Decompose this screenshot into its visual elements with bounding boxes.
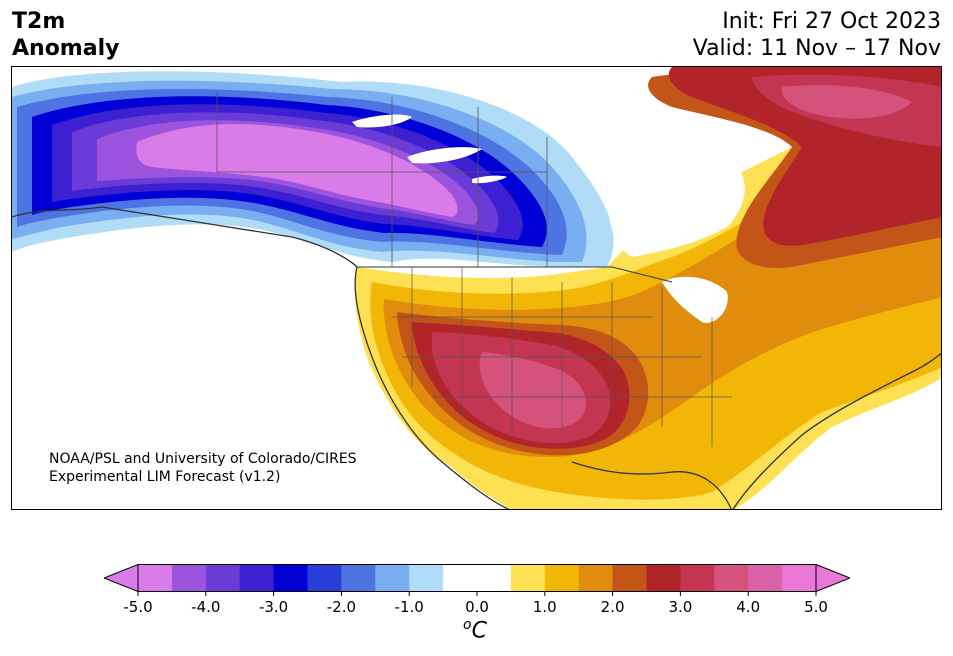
- credit-line-1: NOAA/PSL and University of Colorado/CIRE…: [49, 451, 357, 467]
- coastline-east: [732, 352, 941, 509]
- title-line-1: T2m: [12, 9, 66, 34]
- colorbar-tick-label: 1.0: [532, 598, 557, 616]
- gulf-coast: [571, 461, 732, 509]
- colorbar-segment: [782, 564, 817, 592]
- map-title: T2m Anomaly: [12, 8, 119, 62]
- great-lakes: [662, 276, 728, 323]
- title-line-2: Anomaly: [12, 36, 120, 61]
- colorbar-segment: [171, 564, 207, 592]
- lake-2: [407, 147, 482, 164]
- colorbar-tick-label: -5.0: [123, 598, 153, 616]
- colorbar-segment: [680, 564, 715, 592]
- colorbar-segment: [578, 564, 614, 592]
- colorbar-segment: [646, 564, 681, 592]
- colorbar-tick-label: -1.0: [394, 598, 424, 616]
- valid-range: Valid: 11 Nov – 17 Nov: [692, 36, 941, 61]
- border-provinces: [216, 92, 548, 267]
- colorbar-tick-label: 5.0: [804, 598, 828, 616]
- credit-text: NOAA/PSL and University of Colorado/CIRE…: [49, 450, 357, 486]
- colorbar-segment: [239, 564, 275, 592]
- colorbar: [104, 564, 850, 596]
- colorbar-segment: [307, 564, 342, 592]
- colorbar-segment: [375, 564, 410, 592]
- forecast-dates: Init: Fri 27 Oct 2023 Valid: 11 Nov – 17…: [693, 8, 941, 62]
- colorbar-tick-label: 4.0: [736, 598, 761, 616]
- colorbar-segment: [714, 564, 749, 592]
- colorbar-segment: [205, 564, 241, 592]
- unit-superscript: o: [463, 617, 472, 633]
- colorbar-tick-label: -4.0: [191, 598, 221, 616]
- init-date: Init: Fri 27 Oct 2023: [722, 9, 941, 34]
- colorbar-segment: [138, 564, 173, 592]
- warm-anomaly-east-4: [781, 85, 912, 119]
- colorbar-tick-label: 3.0: [668, 598, 693, 616]
- colorbar-tick-label: -3.0: [258, 598, 289, 616]
- colorbar-segment: [409, 564, 444, 592]
- anomaly-map: [11, 66, 942, 510]
- lake-1: [352, 114, 412, 128]
- unit-base: C: [471, 618, 487, 644]
- colorbar-tick-label: 2.0: [600, 598, 625, 616]
- colorbar-unit: oC: [463, 617, 487, 643]
- coastline-west: [12, 206, 510, 509]
- colorbar-segment: [443, 564, 478, 592]
- colorbar-segment: [612, 564, 647, 592]
- colorbar-segment: [341, 564, 376, 592]
- credit-line-2: Experimental LIM Forecast (v1.2): [49, 469, 281, 485]
- colorbar-tick-label: 0.0: [465, 598, 489, 616]
- colorbar-segment: [273, 564, 308, 592]
- colorbar-tick-label: -2.0: [326, 598, 357, 616]
- colorbar-segment: [544, 564, 580, 592]
- colorbar-extend-high: [815, 564, 850, 593]
- colorbar-segment: [510, 564, 546, 592]
- border-us-canada: [357, 266, 673, 283]
- colorbar-segment: [748, 564, 783, 592]
- colorbar-extend-low: [104, 564, 139, 593]
- neutral-zone: [607, 150, 745, 257]
- warm-anomaly-core-2: [479, 352, 586, 429]
- lake-3: [472, 175, 507, 184]
- map-svg: [12, 67, 941, 509]
- cold-anomaly-core: [136, 124, 458, 217]
- colorbar-segment: [477, 564, 512, 592]
- border-states: [392, 267, 732, 447]
